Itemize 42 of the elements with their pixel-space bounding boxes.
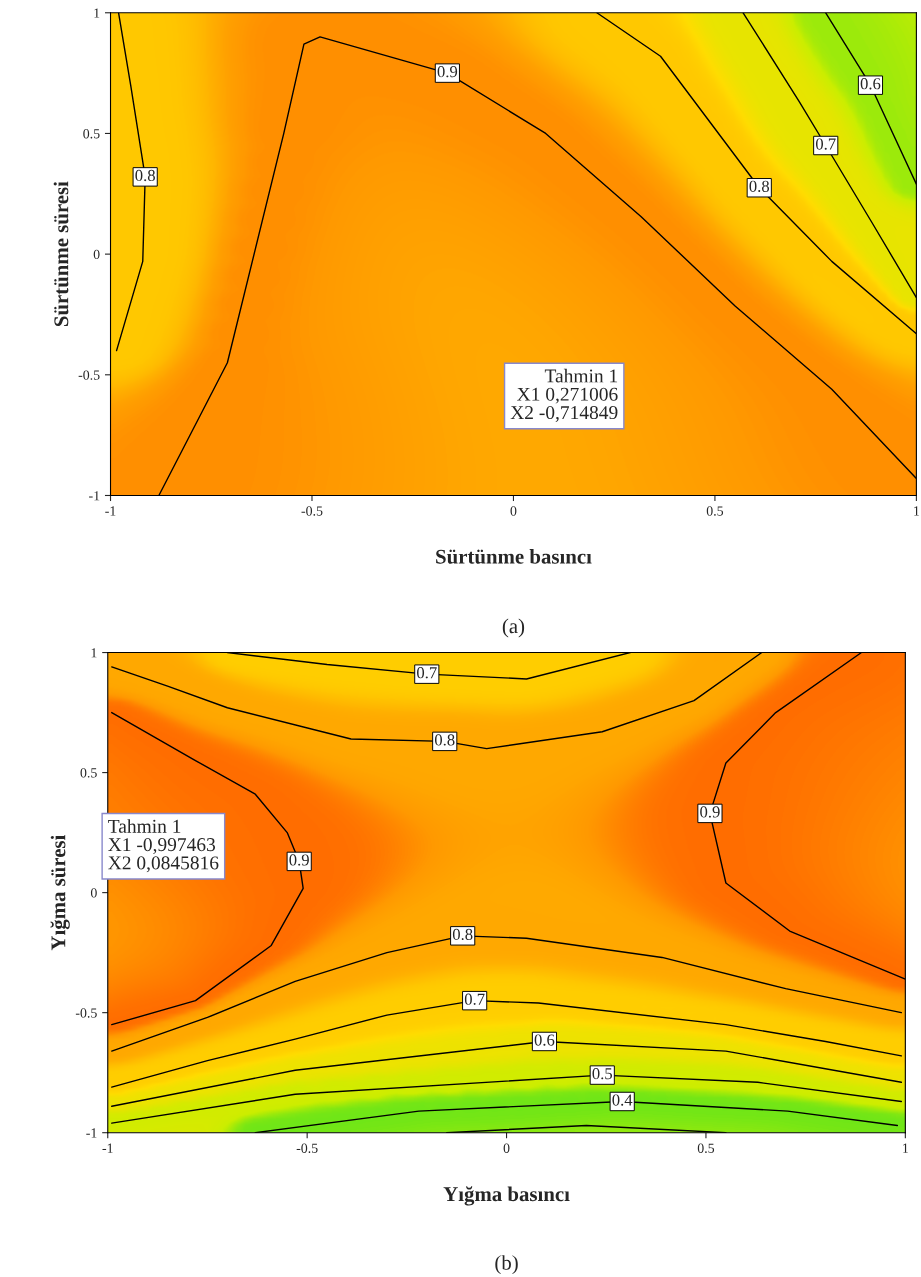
series-label: 0.6 — [860, 78, 881, 90]
y-axis-title: Yığma süresi — [50, 834, 70, 951]
series-label: 0.7 — [464, 993, 485, 1005]
x-tick-label: 0.5 — [697, 1143, 715, 1153]
series-label: 0.9 — [289, 854, 309, 866]
y-tick-label: 0.5 — [83, 129, 100, 139]
y-tick-label: -1 — [86, 1128, 97, 1138]
series-label: 0.8 — [452, 928, 473, 941]
y-axis-title: Sürtünme süresi — [53, 181, 69, 327]
y-tick-label: 0.5 — [80, 768, 97, 778]
series-label: 0.7 — [815, 138, 836, 150]
y-tick-label: 1 — [94, 8, 100, 18]
series-label: 0.5 — [592, 1068, 613, 1080]
y-tick-label: -1 — [89, 491, 100, 501]
text: (a) — [502, 618, 525, 638]
series-label: 0.8 — [749, 180, 770, 192]
series-label: 0.8 — [434, 734, 455, 746]
x-tick-label: -1 — [102, 1143, 113, 1153]
x-tick-label: -1 — [105, 506, 116, 516]
x-tick-label: 1 — [914, 506, 920, 516]
x-tick-label: -0.5 — [296, 1143, 318, 1153]
x-tick-label: 0.5 — [706, 506, 724, 516]
y-tick-label: -0.5 — [75, 1008, 97, 1018]
y-tick-label: 1 — [91, 648, 97, 658]
series-label: 0.9 — [437, 66, 458, 78]
text: (b) — [495, 1255, 518, 1275]
x-tick-label: 0 — [503, 1143, 510, 1153]
series-label: 0.9 — [700, 806, 720, 818]
x-tick-label: 0 — [510, 506, 517, 516]
series-label: 0.8 — [135, 169, 155, 182]
annotation: Tahmin 1 X1 0,271006 X2 -0,714849 — [510, 368, 618, 422]
x-tick-label: -0.5 — [301, 506, 323, 516]
y-tick-label: 0 — [93, 249, 100, 260]
series-label: 0.7 — [417, 667, 437, 679]
x-axis-title: Sürtünme basıncı — [436, 549, 592, 564]
series-label: 0.4 — [612, 1094, 633, 1106]
y-tick-label: 0 — [90, 888, 97, 898]
x-axis-title: Yığma basıncı — [443, 1186, 570, 1206]
y-tick-label: -0.5 — [78, 370, 100, 380]
x-tick-label: 1 — [903, 1143, 908, 1153]
series-label: 0.6 — [534, 1034, 555, 1046]
annotation: Tahmin 1 X1 -0,997463 X2 0,0845816 — [108, 819, 219, 873]
